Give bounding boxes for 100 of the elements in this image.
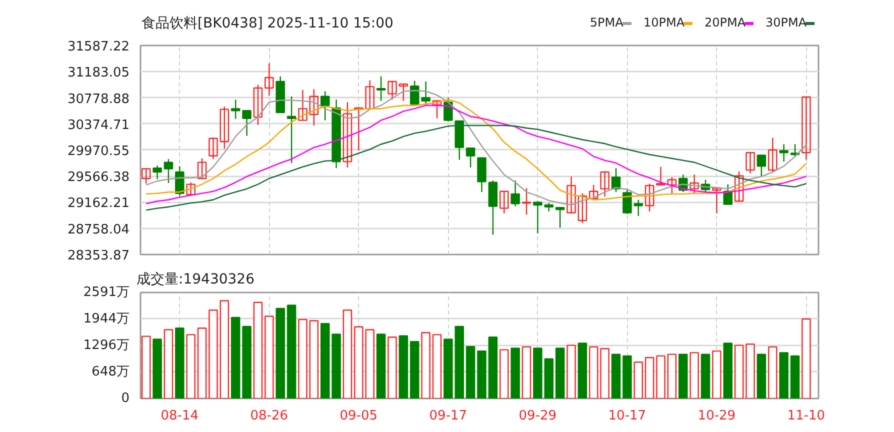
y-tick-label: 648万 <box>92 364 130 380</box>
bar <box>746 343 755 398</box>
candlestick <box>712 188 722 214</box>
y-tick-label: 2591万 <box>83 285 130 300</box>
candlestick <box>388 80 397 100</box>
chart-title: 食品饮料[BK0438] 2025-11-10 15:00 <box>142 16 394 32</box>
bar <box>253 302 263 398</box>
bar <box>264 316 274 398</box>
x-tick-label: 10-17 <box>608 408 646 424</box>
candlestick <box>242 110 252 136</box>
candlestick <box>230 99 240 120</box>
bar <box>186 334 196 398</box>
candlestick <box>667 176 677 194</box>
bar <box>656 355 666 398</box>
candlestick <box>376 76 386 102</box>
bar <box>488 336 498 398</box>
bar <box>779 352 788 398</box>
candlestick <box>656 166 666 186</box>
bar <box>175 328 184 398</box>
y-tick-label: 1944万 <box>83 311 130 326</box>
bar <box>197 328 207 398</box>
candlestick <box>555 206 565 228</box>
candlestick <box>488 180 498 236</box>
x-tick-label: 09-17 <box>429 408 468 424</box>
bar <box>298 318 308 398</box>
bar <box>690 352 699 398</box>
bar <box>700 354 710 398</box>
candlestick <box>320 90 330 121</box>
bar <box>611 354 621 398</box>
candlestick <box>723 184 733 205</box>
y-tick-label: 30778.88 <box>67 92 130 107</box>
legend-label: 30PMA <box>766 16 808 30</box>
bar <box>756 354 766 398</box>
candlestick <box>734 170 744 202</box>
x-tick-label: 11-10 <box>787 408 826 424</box>
bar <box>588 346 598 398</box>
bar <box>242 326 252 398</box>
bar <box>410 341 420 398</box>
candlestick <box>152 164 162 180</box>
chart-title: 成交量:19430326 <box>136 272 255 288</box>
bar <box>802 318 811 398</box>
bar <box>622 355 632 398</box>
candlestick <box>522 188 532 216</box>
y-tick-label: 30374.71 <box>67 118 130 133</box>
candlestick <box>768 137 778 174</box>
y-tick-label: 29566.38 <box>67 170 130 186</box>
bar <box>644 356 654 398</box>
bar <box>398 335 408 398</box>
bar <box>309 320 319 398</box>
bar <box>477 350 486 398</box>
bar <box>678 354 688 398</box>
candlestick <box>690 174 699 194</box>
bar <box>555 348 565 398</box>
candlestick <box>779 144 788 162</box>
candlestick <box>566 176 576 214</box>
candlestick <box>600 170 610 198</box>
candlestick <box>588 184 598 200</box>
bar <box>208 310 218 398</box>
candlestick <box>186 182 196 197</box>
bar <box>342 310 352 398</box>
bar <box>320 323 330 398</box>
bar <box>566 344 576 398</box>
candlestick <box>286 96 296 164</box>
candlestick <box>533 200 542 234</box>
bar <box>376 334 386 398</box>
bar <box>230 316 240 398</box>
y-tick-label: 29162.21 <box>67 196 130 212</box>
candlestick <box>421 80 430 106</box>
line-series <box>145 124 807 211</box>
candlestick <box>746 152 755 174</box>
bar <box>276 308 285 398</box>
candlestick <box>208 137 218 160</box>
bar <box>723 342 733 398</box>
bar <box>164 329 174 398</box>
x-tick-label: 09-05 <box>340 408 378 424</box>
candlestick <box>510 180 520 207</box>
y-tick-label: 28353.87 <box>67 248 130 264</box>
bar <box>421 332 430 398</box>
y-tick-label: 0 <box>121 391 130 406</box>
bar <box>466 346 476 398</box>
bar <box>600 348 610 398</box>
y-tick-label: 29970.55 <box>67 144 130 159</box>
candlestick <box>164 158 174 184</box>
y-tick-label: 1296万 <box>83 338 130 353</box>
x-tick-label: 08-26 <box>250 408 288 424</box>
bar <box>667 354 677 398</box>
candlestick <box>499 190 509 214</box>
bar <box>432 334 442 398</box>
candlestick <box>466 147 476 168</box>
bar <box>499 349 509 398</box>
bar <box>332 334 341 398</box>
bar <box>141 336 151 398</box>
bar <box>152 338 162 398</box>
bar <box>578 342 588 398</box>
bar <box>712 350 722 398</box>
bar <box>734 344 744 398</box>
legend-label: 20PMA <box>704 16 746 30</box>
candlestick <box>432 100 442 119</box>
candlestick <box>756 154 766 178</box>
y-tick-label: 28758.04 <box>67 222 130 238</box>
